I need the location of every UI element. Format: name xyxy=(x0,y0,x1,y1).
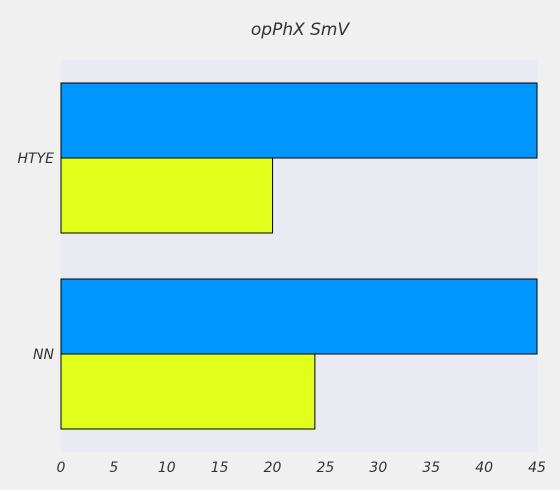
bar-nn-series-2 xyxy=(61,354,315,429)
category-labels: HTYE NN xyxy=(18,151,55,363)
bar-htye-series-2 xyxy=(61,158,273,233)
x-tick-label: 30 xyxy=(369,460,387,476)
category-label: HTYE xyxy=(18,151,55,167)
x-tick-label: 10 xyxy=(158,460,176,476)
bar-htye-series-1 xyxy=(61,83,537,158)
x-tick-label: 40 xyxy=(475,460,493,476)
x-tick-label: 20 xyxy=(264,460,282,476)
x-tick-label: 25 xyxy=(317,460,335,476)
category-label: NN xyxy=(33,347,54,363)
x-tick-label: 35 xyxy=(422,460,440,476)
x-tick-label: 15 xyxy=(211,460,229,476)
chart-title: opPhX SmV xyxy=(251,20,351,40)
x-axis-ticks: 0 5 10 15 20 25 30 35 40 45 xyxy=(57,460,546,476)
bar-nn-series-1 xyxy=(61,279,537,354)
x-tick-label: 5 xyxy=(109,460,118,476)
x-tick-label: 0 xyxy=(57,460,66,476)
x-tick-label: 45 xyxy=(528,460,546,476)
